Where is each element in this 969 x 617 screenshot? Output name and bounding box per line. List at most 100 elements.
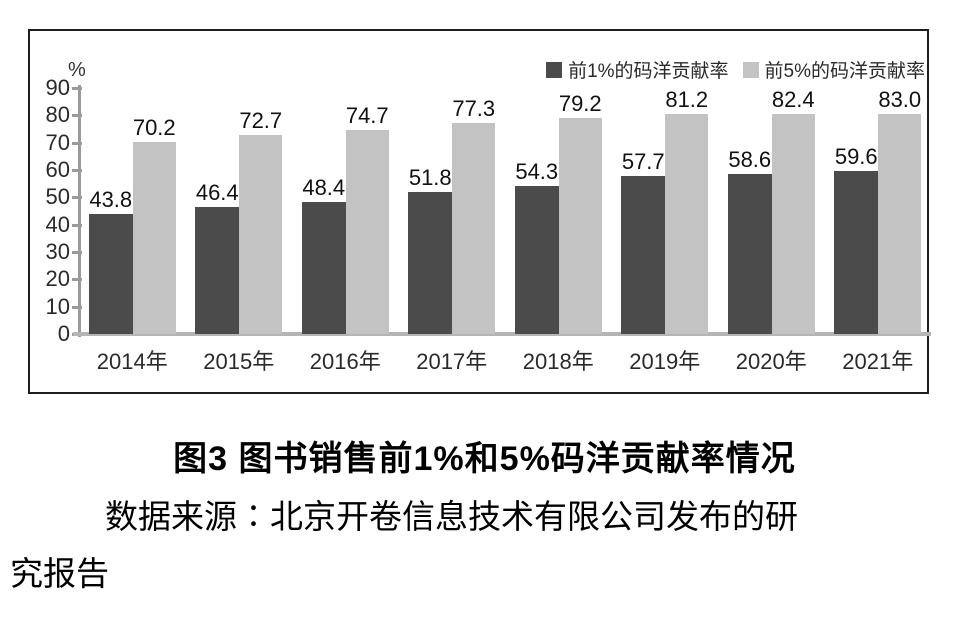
y-tick-label: 20 [45, 266, 70, 292]
y-tick-label: 0 [57, 321, 70, 346]
bar-value-label: 70.2 [132, 115, 176, 141]
y-axis-ticks: 0 10 20 30 40 50 60 70 80 90 [30, 31, 927, 392]
bar-value-label: 74.7 [345, 102, 389, 128]
data-source-note: 数据来源∶北京开卷信息技术有限公司发布的研 究报告 [10, 490, 962, 604]
legend-label-top5pct: 前5%的码洋贡献率 [764, 61, 925, 82]
bar-column: 46.4 [195, 88, 240, 334]
bar-column: 81.2 [665, 87, 709, 334]
plot-area: 43.8 70.2 46.4 72.7 48.4 74.7 51.8 77.3 54.3 79.2… [79, 88, 931, 334]
y-tick-label: 30 [45, 239, 70, 264]
y-tick-mark [72, 169, 82, 172]
bar-group: 51.8 77.3 [399, 88, 506, 334]
bar-value-label: 46.4 [195, 180, 239, 206]
x-axis-label: 2015年 [203, 349, 275, 374]
bar-group: 46.4 72.7 [186, 88, 293, 334]
x-axis-label: 2016年 [309, 349, 381, 374]
y-tick-label: 40 [45, 211, 70, 237]
bar-value-label: 79.2 [558, 90, 602, 116]
bar-value-label: 57.7 [621, 149, 665, 175]
chart-frame: 前1%的码洋贡献率 前5%的码洋贡献率 % 0 10 20 30 40 50 60 70 80 9… [28, 29, 931, 394]
bar-group: 48.4 74.7 [292, 88, 399, 334]
x-axis-label: 2019年 [629, 349, 701, 374]
bar [514, 185, 559, 334]
bar [452, 122, 496, 334]
bar-column: 54.3 [514, 88, 559, 334]
bar [665, 114, 709, 334]
bars-layer: 43.8 70.2 46.4 72.7 48.4 74.7 51.8 77.3 54.3 79.2… [79, 88, 931, 334]
bar [621, 176, 666, 334]
bar-value-label: 72.7 [239, 108, 283, 134]
y-tick-mark [72, 223, 82, 227]
bar [132, 142, 176, 334]
bar-group: 58.6 82.4 [718, 88, 825, 334]
legend-marker-dark-icon [546, 61, 563, 78]
y-tick-mark [72, 114, 82, 118]
bar-group: 57.7 81.2 [612, 88, 719, 334]
bar [195, 207, 240, 334]
legend-label-top1pct: 前1%的码洋贡献率 [568, 61, 729, 82]
x-axis-label: 2020年 [735, 349, 807, 374]
bar [301, 201, 346, 334]
y-tick-label: 90 [45, 75, 70, 100]
bar-column: 43.8 [88, 88, 133, 334]
bar-column: 72.7 [239, 88, 283, 334]
y-tick-label: 80 [45, 102, 70, 128]
legend-marker-light-icon [742, 61, 759, 78]
bar-value-label: 82.4 [771, 87, 815, 112]
bar-value-label: 48.4 [302, 174, 346, 200]
y-tick-label: 50 [45, 184, 70, 210]
bar [88, 214, 133, 334]
y-tick-mark [72, 278, 82, 282]
bar-group: 59.6 83.0 [825, 88, 932, 334]
bar-value-label: 83.0 [878, 87, 922, 112]
legend-item-top5pct: 前5%的码洋贡献率 [742, 56, 925, 83]
data-source-line2: 究报告 [10, 557, 109, 593]
bar-value-label: 77.3 [452, 95, 496, 121]
bar [558, 117, 602, 334]
x-axis-label: 2018年 [522, 349, 594, 374]
bar-column: 74.7 [345, 88, 389, 334]
bar-value-label: 51.8 [408, 165, 452, 191]
bar [408, 192, 453, 334]
legend-item-top1pct: 前1%的码洋贡献率 [546, 56, 729, 83]
bar [771, 114, 815, 334]
x-axis-baseline [73, 332, 931, 336]
bar [834, 171, 879, 334]
y-tick-mark [72, 141, 82, 145]
bar-column: 82.4 [771, 87, 815, 334]
y-tick-label: 10 [45, 293, 70, 319]
bar-group: 54.3 79.2 [505, 88, 612, 334]
y-tick-label: 70 [45, 129, 70, 155]
bar [727, 173, 772, 334]
bar-column: 70.2 [132, 88, 176, 334]
bar-value-label: 54.3 [515, 158, 559, 184]
bar-column: 51.8 [408, 88, 453, 334]
bar-value-label: 43.8 [89, 187, 133, 213]
bar-column: 48.4 [301, 88, 346, 334]
bar [239, 135, 283, 334]
bar-column: 79.2 [558, 88, 602, 334]
y-tick-label: 60 [45, 157, 70, 182]
bar-value-label: 58.6 [728, 146, 772, 172]
chart-legend: 前1%的码洋贡献率 前5%的码洋贡献率 [546, 56, 925, 83]
bar-column: 83.0 [878, 87, 922, 334]
bar-column: 58.6 [727, 88, 772, 334]
y-axis-unit-label: % [68, 59, 86, 81]
x-axis-label: 2021年 [842, 349, 914, 374]
bar-column: 57.7 [621, 88, 666, 334]
x-axis-label: 2017年 [416, 349, 488, 374]
data-source-line1: 数据来源∶北京开卷信息技术有限公司发布的研 [105, 500, 798, 536]
y-tick-mark [72, 196, 82, 200]
bar [345, 129, 389, 334]
y-tick-mark [72, 87, 82, 90]
bar-group: 43.8 70.2 [79, 88, 186, 334]
y-axis-line [78, 85, 81, 337]
figure-caption: 图3 图书销售前1%和5%码洋贡献率情况 [173, 440, 796, 478]
bar-value-label: 81.2 [665, 87, 709, 112]
y-tick-mark [72, 251, 82, 254]
x-axis-labels: 2014年 2015年 2016年 2017年 2018年 2019年 2020年 2021年 [79, 344, 931, 376]
bar-value-label: 59.6 [834, 144, 878, 170]
y-tick-mark [72, 305, 82, 309]
bar-column: 77.3 [452, 88, 496, 334]
